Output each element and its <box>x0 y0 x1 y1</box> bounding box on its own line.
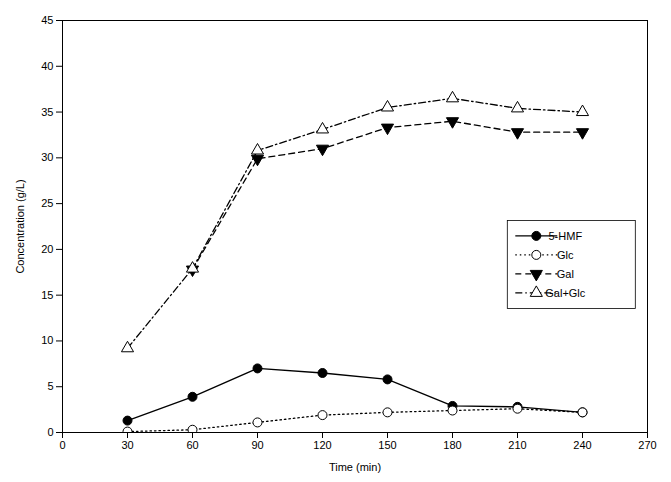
svg-text:30: 30 <box>121 439 133 451</box>
svg-text:Gal+Glc: Gal+Glc <box>545 287 586 299</box>
svg-text:30: 30 <box>41 151 53 163</box>
svg-text:10: 10 <box>41 334 53 346</box>
svg-text:Time (min): Time (min) <box>329 461 381 473</box>
svg-text:35: 35 <box>41 106 53 118</box>
svg-text:0: 0 <box>47 426 53 438</box>
svg-text:Concentration (g/L): Concentration (g/L) <box>14 179 26 273</box>
svg-text:Glc: Glc <box>557 249 574 261</box>
svg-text:15: 15 <box>41 289 53 301</box>
svg-text:150: 150 <box>378 439 396 451</box>
svg-text:5-HMF: 5-HMF <box>548 230 582 242</box>
svg-text:120: 120 <box>313 439 331 451</box>
svg-text:25: 25 <box>41 197 53 209</box>
svg-text:60: 60 <box>186 439 198 451</box>
svg-text:Gal: Gal <box>557 268 574 280</box>
svg-text:5: 5 <box>47 380 53 392</box>
svg-text:45: 45 <box>41 14 53 26</box>
svg-text:90: 90 <box>251 439 263 451</box>
svg-text:180: 180 <box>443 439 461 451</box>
svg-text:40: 40 <box>41 60 53 72</box>
svg-text:210: 210 <box>508 439 526 451</box>
svg-text:270: 270 <box>638 439 656 451</box>
svg-text:20: 20 <box>41 243 53 255</box>
svg-text:0: 0 <box>59 439 65 451</box>
svg-text:240: 240 <box>573 439 591 451</box>
